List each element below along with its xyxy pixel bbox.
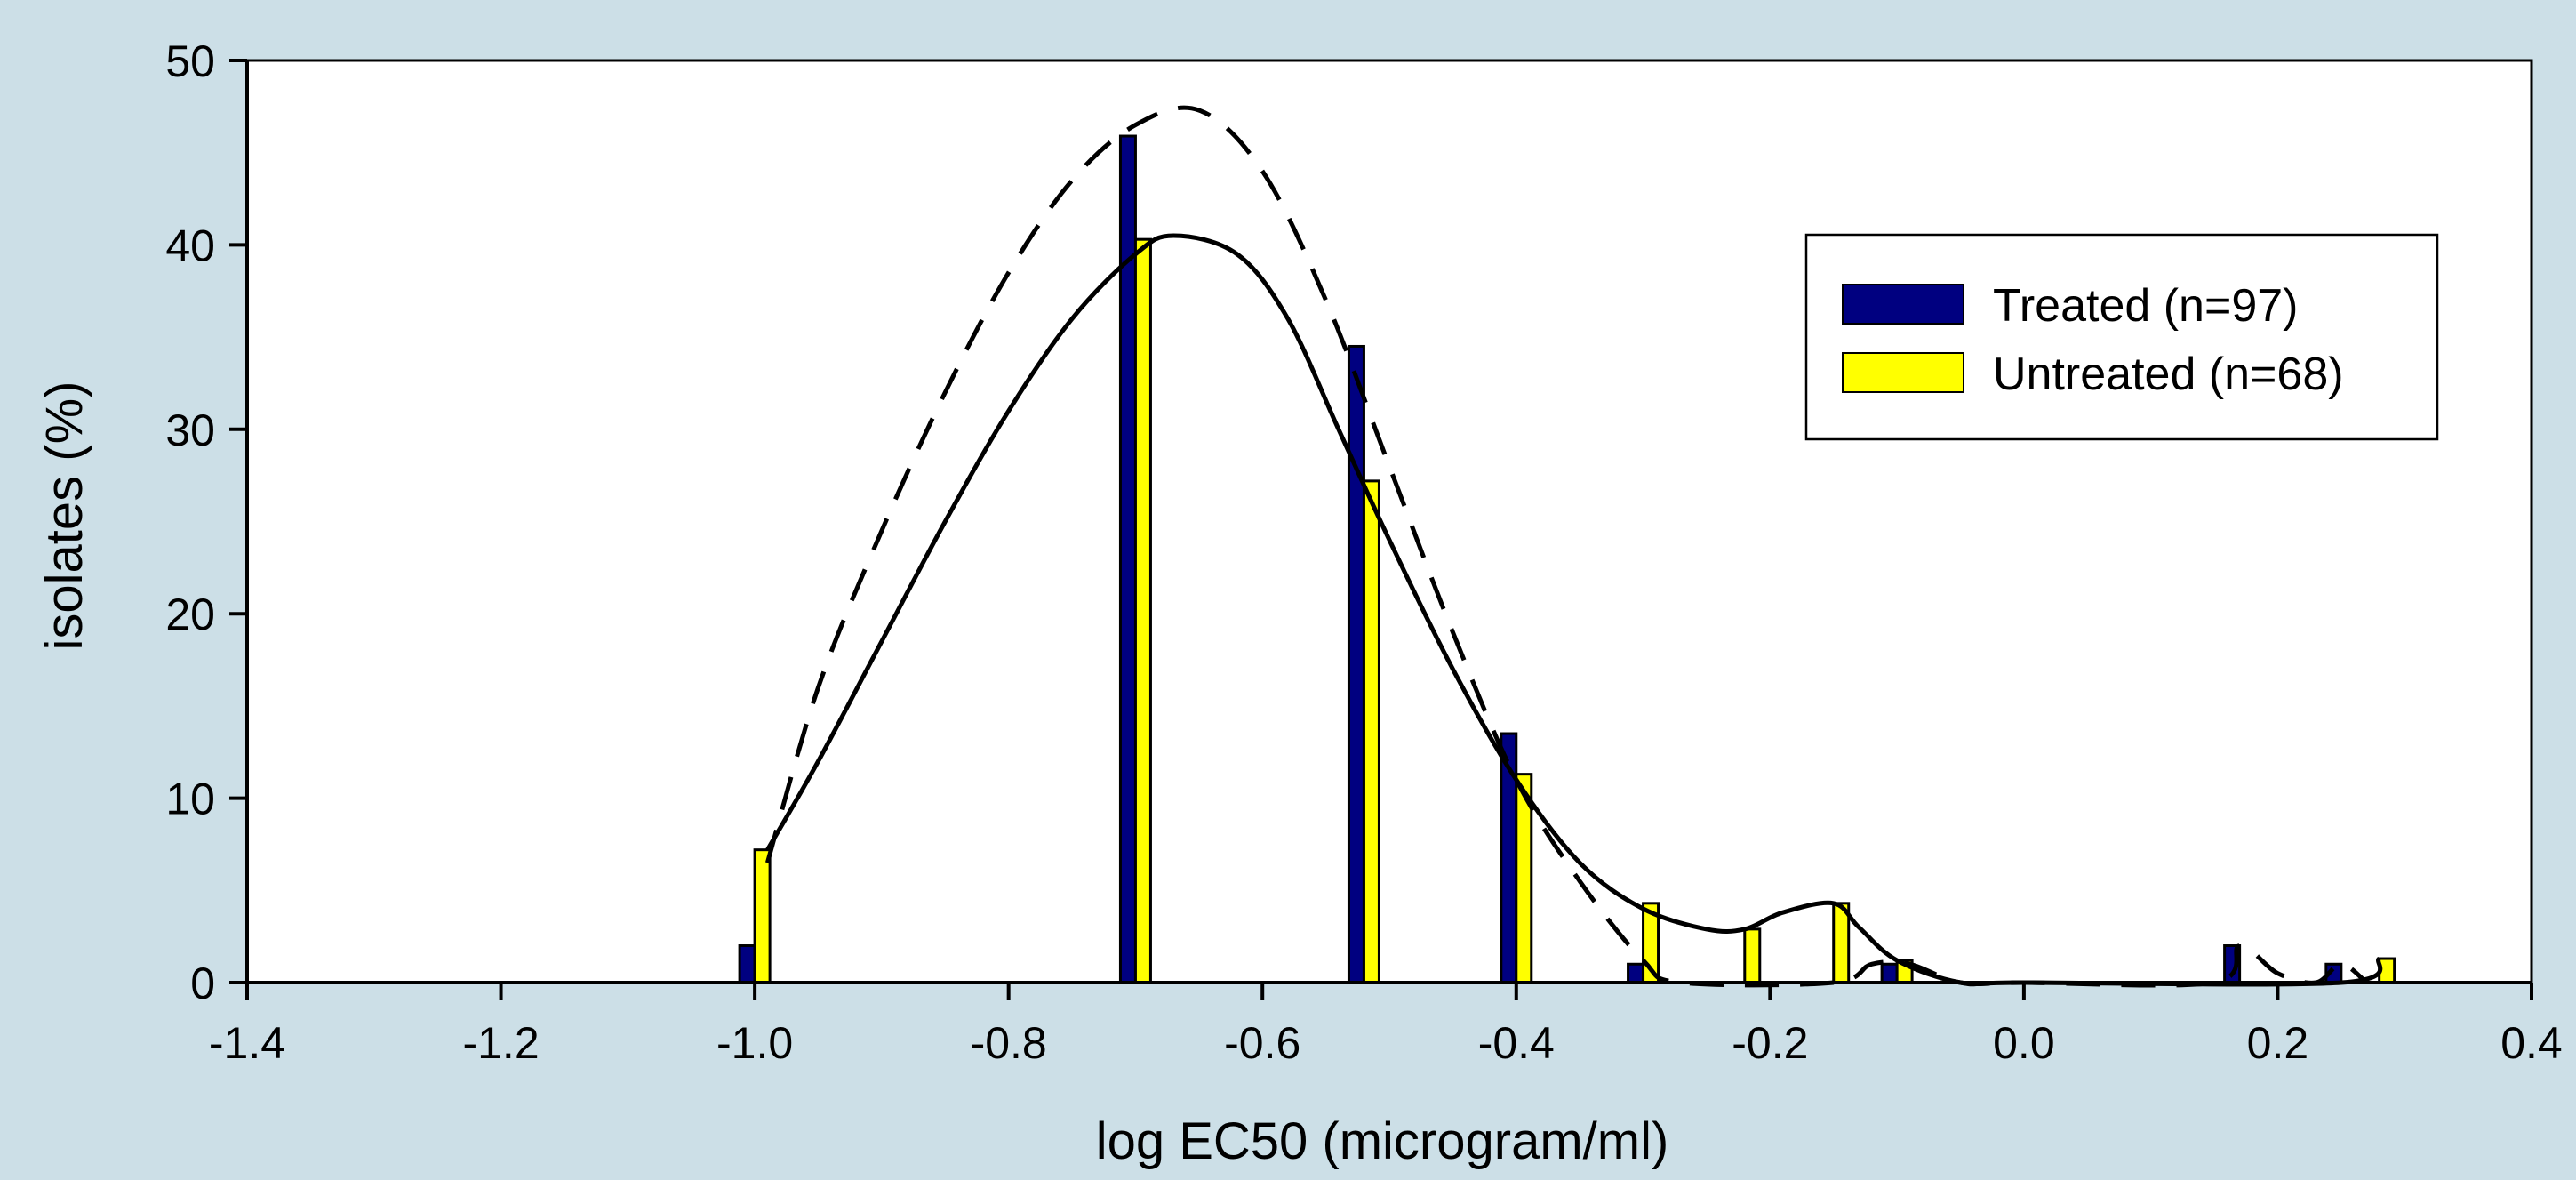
legend-box [1804, 233, 2439, 441]
x-axis-title: log EC50 (microgram/ml) [1096, 1112, 1669, 1170]
y-tick-label: 40 [165, 221, 215, 270]
x-tick-label: -1.4 [209, 1018, 285, 1068]
bar-treated-0 [738, 944, 756, 984]
fit-curve-untreated [765, 233, 2383, 987]
x-tick-label: -1.0 [716, 1018, 793, 1068]
x-tick-label: -0.2 [1732, 1018, 1808, 1068]
bar-untreated-2 [1362, 479, 1380, 984]
legend-label-treated: Treated (n=97) [1993, 280, 2298, 332]
bar-untreated-1 [1133, 237, 1152, 984]
legend: Treated (n=97) Untreated (n=68) [1804, 233, 2439, 441]
y-tick-label: 30 [165, 405, 215, 455]
x-tick-label: -1.2 [462, 1018, 539, 1068]
bar-untreated-0 [753, 848, 772, 984]
bar-untreated-5 [1743, 927, 1762, 984]
bar-treated-5 [1880, 962, 1899, 984]
x-tick-label: -0.6 [1224, 1018, 1300, 1068]
y-axis-title: isolates (%) [36, 381, 93, 651]
x-tick-label: -0.4 [1478, 1018, 1555, 1068]
fit-curve-treated [764, 105, 2369, 988]
chart-axes: -1.4 -1.2 -1.0 -0.8 -0.6 -0.4 -0.2 0.0 0.2 0.4 0 10… [165, 36, 2562, 1068]
y-tick-label: 10 [165, 775, 215, 824]
legend-swatch-untreated [1842, 352, 1964, 393]
y-tick-label: 20 [165, 590, 215, 639]
x-tick-label: -0.8 [971, 1018, 1047, 1068]
y-tick-label: 50 [165, 36, 215, 86]
legend-swatch-treated [1842, 284, 1964, 325]
x-tick-label: 0.4 [2500, 1018, 2563, 1068]
x-tick-label: 0.2 [2247, 1018, 2309, 1068]
y-tick-label: 0 [190, 959, 215, 1008]
legend-label-untreated: Untreated (n=68) [1993, 349, 2344, 400]
x-tick-label: 0.0 [1993, 1018, 2055, 1068]
chart-marks [245, 59, 2533, 988]
plot-area [245, 59, 2533, 984]
bar-treated-4 [1627, 962, 1645, 984]
bar-treated-2 [1347, 344, 1365, 984]
